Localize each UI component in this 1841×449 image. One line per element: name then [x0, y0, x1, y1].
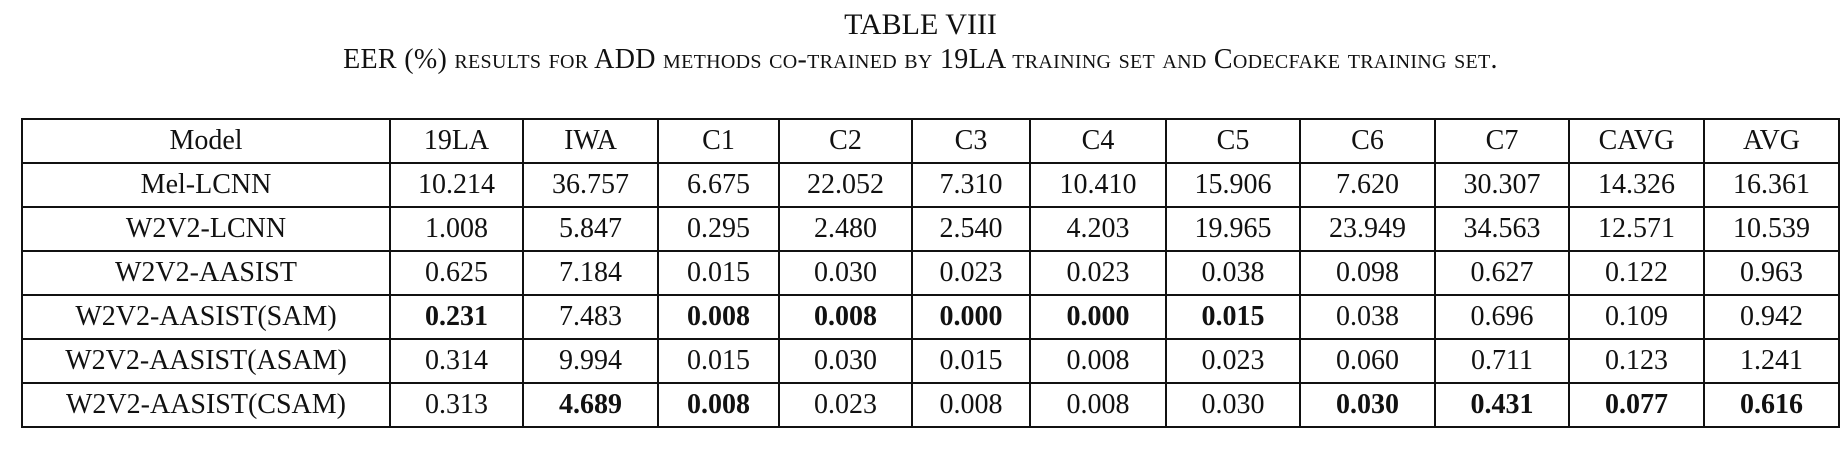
cell: 0.123: [1568, 338, 1705, 384]
cell: 36.757: [522, 162, 659, 208]
model-name: W2V2-AASIST(ASAM): [21, 338, 391, 384]
cell: 12.571: [1568, 206, 1705, 252]
cell: 0.008: [657, 294, 780, 340]
cell: 0.008: [911, 382, 1031, 428]
results-table: Model 19LA IWA C1 C2 C3 C4 C5 C6 C7 CAVG AVG Mel-LCN…: [21, 118, 1840, 428]
cell: 0.038: [1165, 250, 1301, 296]
column-header: C2: [778, 118, 913, 164]
cell: 4.203: [1029, 206, 1167, 252]
table-caption: EER (%) results for ADD methods co-train…: [343, 44, 1498, 75]
cell: 5.847: [522, 206, 659, 252]
cell: 19.965: [1165, 206, 1301, 252]
data-row: W2V2-AASIST 0.625 7.184 0.015 0.030 0.023 0.02…: [21, 250, 1840, 296]
cell: 10.410: [1029, 162, 1167, 208]
cell: 0.077: [1568, 382, 1705, 428]
column-header: Model: [21, 118, 391, 164]
cell: 14.326: [1568, 162, 1705, 208]
cell: 9.994: [522, 338, 659, 384]
cell: 23.949: [1299, 206, 1436, 252]
table-title: TABLE VIII: [844, 8, 997, 41]
cell: 6.675: [657, 162, 780, 208]
cell: 0.060: [1299, 338, 1436, 384]
cell: 7.184: [522, 250, 659, 296]
cell: 0.023: [1029, 250, 1167, 296]
cell: 34.563: [1434, 206, 1570, 252]
column-header: C6: [1299, 118, 1436, 164]
model-name: W2V2-LCNN: [21, 206, 391, 252]
cell: 0.616: [1703, 382, 1840, 428]
model-name: Mel-LCNN: [21, 162, 391, 208]
cell: 0.098: [1299, 250, 1436, 296]
cell: 0.313: [389, 382, 524, 428]
cell: 15.906: [1165, 162, 1301, 208]
cell: 1.241: [1703, 338, 1840, 384]
cell: 30.307: [1434, 162, 1570, 208]
cell: 0.109: [1568, 294, 1705, 340]
cell: 7.483: [522, 294, 659, 340]
cell: 0.015: [1165, 294, 1301, 340]
cell: 0.122: [1568, 250, 1705, 296]
cell: 0.314: [389, 338, 524, 384]
cell: 0.030: [1299, 382, 1436, 428]
cell: 0.000: [1029, 294, 1167, 340]
cell: 10.214: [389, 162, 524, 208]
data-row: W2V2-AASIST(ASAM) 0.314 9.994 0.015 0.030 0.0…: [21, 338, 1840, 384]
data-row: W2V2-AASIST(CSAM) 0.313 4.689 0.008 0.023 0.0…: [21, 382, 1840, 428]
cell: 0.023: [1165, 338, 1301, 384]
cell: 0.023: [778, 382, 913, 428]
cell: 0.000: [911, 294, 1031, 340]
cell: 22.052: [778, 162, 913, 208]
model-name: W2V2-AASIST(SAM): [21, 294, 391, 340]
cell: 0.023: [911, 250, 1031, 296]
cell: 0.030: [778, 338, 913, 384]
column-header: C3: [911, 118, 1031, 164]
column-header: AVG: [1703, 118, 1840, 164]
cell: 0.015: [911, 338, 1031, 384]
cell: 0.030: [778, 250, 913, 296]
cell: 1.008: [389, 206, 524, 252]
cell: 0.696: [1434, 294, 1570, 340]
column-header: IWA: [522, 118, 659, 164]
model-name: W2V2-AASIST: [21, 250, 391, 296]
cell: 2.480: [778, 206, 913, 252]
model-name: W2V2-AASIST(CSAM): [21, 382, 391, 428]
column-header: CAVG: [1568, 118, 1705, 164]
cell: 2.540: [911, 206, 1031, 252]
cell: 7.620: [1299, 162, 1436, 208]
cell: 0.431: [1434, 382, 1570, 428]
data-row: W2V2-AASIST(SAM) 0.231 7.483 0.008 0.008 0.00…: [21, 294, 1840, 340]
cell: 0.627: [1434, 250, 1570, 296]
cell: 7.310: [911, 162, 1031, 208]
column-header: C5: [1165, 118, 1301, 164]
cell: 0.008: [1029, 338, 1167, 384]
cell: 0.008: [1029, 382, 1167, 428]
column-header: C7: [1434, 118, 1570, 164]
cell: 0.942: [1703, 294, 1840, 340]
cell: 0.038: [1299, 294, 1436, 340]
cell: 0.008: [657, 382, 780, 428]
cell: 0.711: [1434, 338, 1570, 384]
cell: 0.008: [778, 294, 913, 340]
column-header: C4: [1029, 118, 1167, 164]
cell: 0.295: [657, 206, 780, 252]
cell: 4.689: [522, 382, 659, 428]
cell: 0.963: [1703, 250, 1840, 296]
cell: 0.625: [389, 250, 524, 296]
data-row: Mel-LCNN 10.214 36.757 6.675 22.052 7.310 10.4…: [21, 162, 1840, 208]
cell: 0.015: [657, 338, 780, 384]
cell: 0.030: [1165, 382, 1301, 428]
cell: 10.539: [1703, 206, 1840, 252]
cell: 0.015: [657, 250, 780, 296]
column-header: C1: [657, 118, 780, 164]
data-row: W2V2-LCNN 1.008 5.847 0.295 2.480 2.540 4.203 1…: [21, 206, 1840, 252]
cell: 16.361: [1703, 162, 1840, 208]
cell: 0.231: [389, 294, 524, 340]
header-row: Model 19LA IWA C1 C2 C3 C4 C5 C6 C7 CAVG AVG: [21, 118, 1840, 164]
column-header: 19LA: [389, 118, 524, 164]
